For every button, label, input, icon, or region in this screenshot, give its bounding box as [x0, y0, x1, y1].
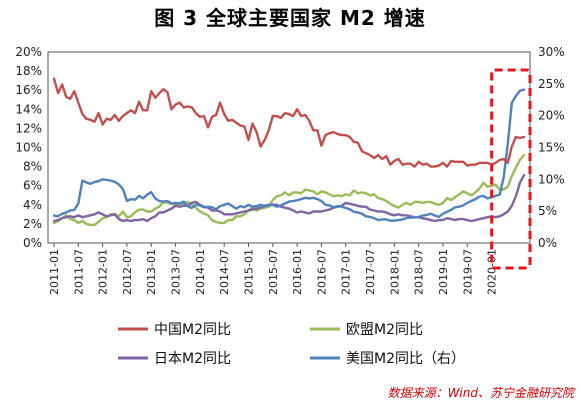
right-axis-ticks: 0% 5% 10% 15% 20% 25% 30% [538, 45, 565, 250]
series-line-2 [52, 173, 526, 223]
left-tick-label: 4% [23, 198, 42, 212]
left-axis-ticks: 0% 2% 4% 6% 8% 10% 12% 14% 16% 18% 20% [15, 45, 42, 250]
highlight-box [490, 68, 532, 270]
chart-title: 图 3 全球主要国家 M2 增速 [154, 6, 426, 30]
left-tick-label: 18% [15, 64, 42, 78]
source-note: 数据来源：Wind、苏宁金融研究院 [387, 386, 574, 400]
left-tick-label: 6% [23, 179, 42, 193]
series-line-3 [52, 88, 526, 222]
series-lines [52, 77, 526, 227]
x-tick-label: 2012-07 [121, 249, 134, 295]
x-tick-label: 2018-07 [413, 249, 426, 295]
left-tick-label: 8% [23, 160, 42, 174]
x-tick-label: 2013-07 [170, 249, 183, 295]
x-tick-label: 2017-01 [340, 249, 353, 295]
legend-label: 日本M2同比 [154, 351, 231, 367]
x-tick-label: 2020-01 [486, 249, 499, 295]
right-tick-label: 30% [538, 45, 565, 59]
x-tick-label: 2019-07 [461, 249, 474, 295]
legend-label: 中国M2同比 [154, 322, 231, 338]
x-tick-label: 2014-01 [194, 249, 207, 295]
x-tick-label: 2013-01 [145, 249, 158, 295]
x-tick-label: 2016-07 [315, 249, 328, 295]
left-tick-label: 20% [15, 45, 42, 59]
right-tick-label: 25% [538, 77, 565, 91]
x-axis-ticks: 2011-01 2011-07 2012-01 2012-07 2013-01 2013-… [48, 243, 499, 295]
series-line-0 [52, 77, 526, 168]
highlight-box-group [490, 68, 532, 270]
x-tick-label: 2017-07 [364, 249, 377, 295]
right-tick-label: 20% [538, 109, 565, 123]
left-tick-label: 10% [15, 141, 42, 155]
right-tick-label: 0% [538, 236, 557, 250]
left-tick-label: 0% [23, 236, 42, 250]
x-tick-label: 2018-01 [388, 249, 401, 295]
series-line-1 [52, 153, 526, 227]
x-tick-label: 2015-07 [267, 249, 280, 295]
right-tick-label: 15% [538, 141, 565, 155]
x-tick-label: 2011-07 [72, 249, 85, 295]
x-tick-label: 2014-07 [218, 249, 231, 295]
x-tick-label: 2016-01 [291, 249, 304, 295]
legend-label: 美国M2同比（右） [346, 351, 465, 367]
x-tick-label: 2019-01 [437, 249, 450, 295]
legend-label: 欧盟M2同比 [346, 322, 423, 338]
right-tick-label: 10% [538, 172, 565, 186]
left-tick-label: 12% [15, 121, 42, 135]
left-tick-label: 2% [23, 217, 42, 231]
x-tick-label: 2011-01 [48, 249, 61, 295]
left-tick-label: 16% [15, 83, 42, 97]
left-tick-label: 14% [15, 102, 42, 116]
x-tick-label: 2015-01 [242, 249, 255, 295]
x-tick-label: 2012-01 [97, 249, 110, 295]
right-tick-label: 5% [538, 204, 557, 218]
